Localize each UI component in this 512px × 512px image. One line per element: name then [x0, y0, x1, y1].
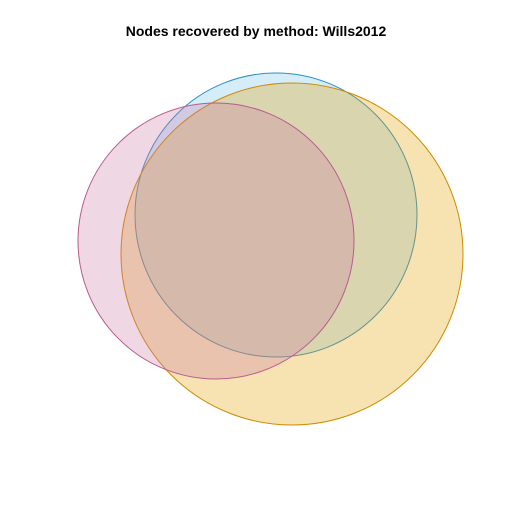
venn-circle-orange	[120, 82, 464, 426]
chart-title: Nodes recovered by method: Wills2012	[125, 23, 387, 39]
venn-circle-pink	[77, 102, 355, 380]
